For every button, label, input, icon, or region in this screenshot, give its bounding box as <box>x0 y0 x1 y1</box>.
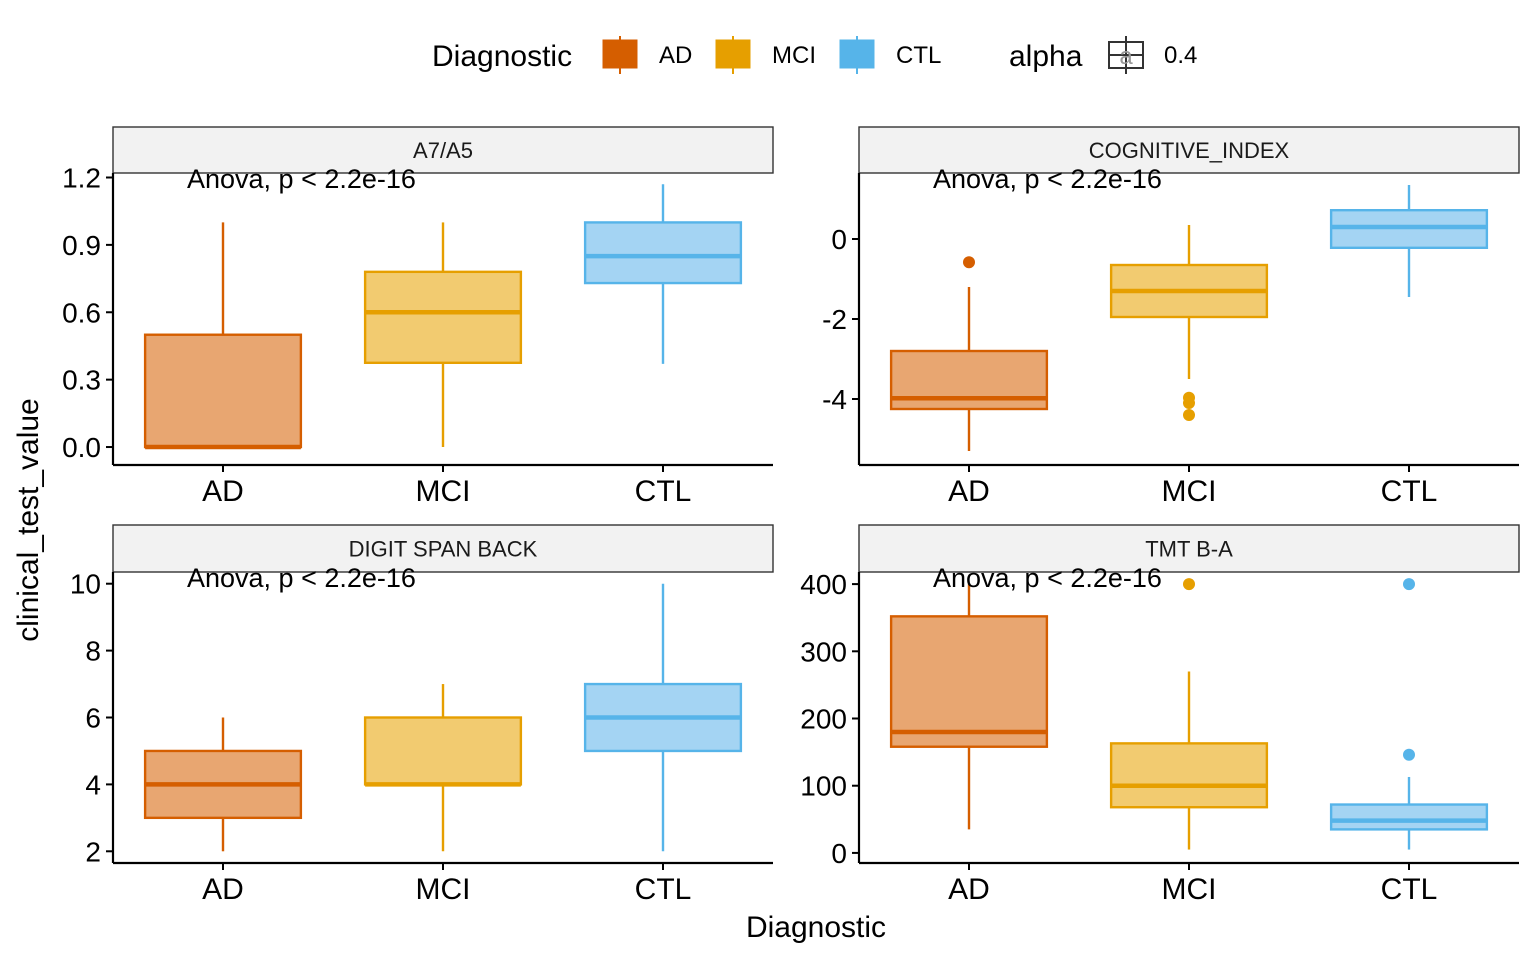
y-tick-label: 4 <box>85 769 101 800</box>
box-ctl <box>583 184 743 364</box>
panel-title: COGNITIVE_INDEX <box>1089 138 1290 163</box>
box-mci <box>363 222 523 448</box>
x-axis-title: Diagnostic <box>746 911 886 944</box>
panel-title: DIGIT SPAN BACK <box>349 537 538 562</box>
anova-annotation: Anova, p < 2.2e-16 <box>933 563 1162 593</box>
y-tick-label: 200 <box>800 704 847 735</box>
box-mci <box>1109 225 1269 421</box>
y-tick-label: 0.9 <box>62 230 101 261</box>
anova-annotation: Anova, p < 2.2e-16 <box>187 164 416 194</box>
panel-2: DIGIT SPAN BACK 2 4 6 8 10 AD MCI CTL Anova, p < … <box>70 524 774 906</box>
legend-mci-key <box>715 39 751 69</box>
y-tick-label: 0.3 <box>62 365 101 396</box>
legend: Diagnostic AD MCI CTL alpha a 0.4 <box>432 36 1197 74</box>
y-tick-label: 0 <box>831 224 847 255</box>
box-iqr <box>583 221 743 285</box>
box-iqr <box>363 270 523 365</box>
facet-panels: A7/A5 0.0 0.3 0.6 0.9 1.2 AD MCI CTL Anova, p < 2… <box>62 126 1520 906</box>
box-ad <box>143 717 303 852</box>
box-ad <box>889 584 1049 830</box>
anova-annotation: Anova, p < 2.2e-16 <box>187 563 416 593</box>
panel-strip <box>112 524 774 573</box>
y-tick-label: 10 <box>70 569 101 600</box>
x-tick-label: MCI <box>416 873 471 906</box>
outlier-point <box>1183 397 1195 409</box>
x-tick-label: CTL <box>1381 475 1438 508</box>
y-tick-label: 0.6 <box>62 297 101 328</box>
legend-item-ad: AD <box>602 36 692 74</box>
panel-title: A7/A5 <box>413 138 473 163</box>
anova-annotation: Anova, p < 2.2e-16 <box>933 164 1162 194</box>
panel-title: TMT B-A <box>1145 537 1233 562</box>
y-tick-label: 100 <box>800 771 847 802</box>
box-ctl <box>583 583 743 852</box>
panel-strip <box>112 126 774 174</box>
outlier-point <box>1403 578 1415 591</box>
box-iqr <box>363 716 523 786</box>
box-ctl <box>1329 185 1489 297</box>
legend-item-mci: MCI <box>715 36 816 74</box>
outlier-point <box>963 256 975 269</box>
y-tick-label: 1.2 <box>62 162 101 193</box>
legend-ad-label: AD <box>659 42 692 69</box>
y-tick-label: 0.0 <box>62 432 101 463</box>
legend-item-ctl: CTL <box>839 36 941 74</box>
box-mci <box>1109 578 1269 850</box>
panel-strip <box>858 524 1520 573</box>
legend-ad-key <box>602 39 638 69</box>
y-tick-label: 0 <box>831 838 847 869</box>
y-tick-label: 8 <box>85 636 101 667</box>
y-tick-label: 6 <box>85 703 101 734</box>
legend-mci-label: MCI <box>772 42 816 69</box>
x-tick-label: MCI <box>416 475 471 508</box>
legend-alpha-value: 0.4 <box>1164 42 1197 69</box>
x-tick-label: AD <box>202 873 244 906</box>
legend-alpha-key-glyph: a <box>1119 43 1133 70</box>
box-ad <box>143 222 303 450</box>
outlier-point <box>1183 578 1195 591</box>
panel-0: A7/A5 0.0 0.3 0.6 0.9 1.2 AD MCI CTL Anova, p < 2… <box>62 126 774 508</box>
box-iqr <box>1329 803 1489 831</box>
box-ctl <box>1329 578 1489 850</box>
x-tick-label: AD <box>948 873 990 906</box>
outlier-point <box>1403 748 1415 761</box>
legend-fill-title: Diagnostic <box>432 40 572 73</box>
legend-alpha-key: a <box>1108 36 1144 74</box>
y-tick-label: -4 <box>822 384 847 415</box>
legend-alpha-title: alpha <box>1009 40 1083 73</box>
y-tick-label: 400 <box>800 569 847 600</box>
box-ad <box>889 256 1049 451</box>
y-tick-label: -2 <box>822 304 847 335</box>
y-axis-title: clinical_test_value <box>12 398 45 641</box>
x-tick-label: MCI <box>1162 873 1217 906</box>
x-tick-label: AD <box>948 475 990 508</box>
y-tick-label: 2 <box>85 836 101 867</box>
panel-1: COGNITIVE_INDEX 0 -2 -4 AD MCI CTL Anova, p < 2… <box>822 126 1520 508</box>
legend-ctl-key <box>839 39 875 69</box>
box-iqr <box>1109 742 1269 809</box>
panel-3: TMT B-A 0 100 200 300 400 AD MCI CTL Anova, p < 2… <box>800 524 1520 906</box>
y-tick-label: 300 <box>800 636 847 667</box>
panel-strip <box>858 126 1520 174</box>
x-tick-label: AD <box>202 475 244 508</box>
x-tick-label: CTL <box>635 475 692 508</box>
x-tick-label: CTL <box>635 873 692 906</box>
box-iqr <box>143 333 303 449</box>
box-mci <box>363 684 523 852</box>
box-iqr <box>889 615 1049 748</box>
x-tick-label: CTL <box>1381 873 1438 906</box>
outlier-point <box>1183 409 1195 421</box>
x-tick-label: MCI <box>1162 475 1217 508</box>
legend-ctl-label: CTL <box>896 42 941 69</box>
